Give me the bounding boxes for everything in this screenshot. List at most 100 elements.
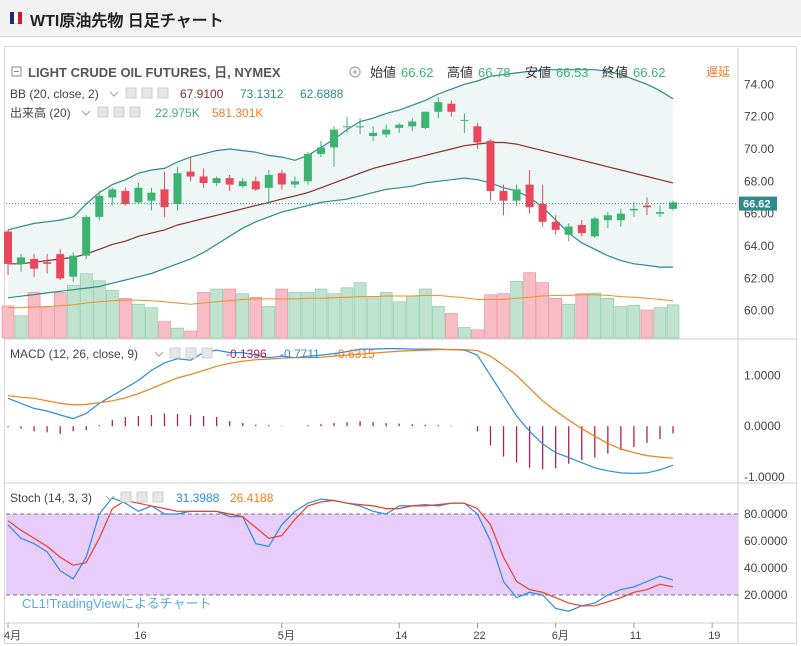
volume-bar (405, 295, 419, 339)
eye-icon[interactable] (125, 87, 137, 99)
stoch-name: Stoch (14, 3, 3) (10, 491, 92, 505)
candle-body (603, 215, 612, 221)
volume-bar (445, 313, 458, 339)
volume-bar (1, 305, 15, 339)
macd-hist-value: -0.1396 (226, 347, 267, 361)
volume-bar (458, 327, 471, 339)
volume-bar (549, 297, 563, 339)
candle-body (186, 171, 195, 177)
close-icon[interactable] (152, 491, 164, 503)
macd-axis-tick: 0.0000 (744, 419, 781, 433)
volume-bar (523, 272, 536, 339)
price-axis-tick: 74.00 (744, 77, 774, 91)
volume-bar (314, 288, 328, 339)
gear-icon[interactable] (141, 87, 153, 99)
volume-bar (119, 297, 132, 339)
candle-body (330, 129, 338, 148)
bb-upper-value: 73.1312 (240, 87, 284, 101)
volume-ma-value: 581.301K (212, 106, 263, 120)
candle-body (656, 212, 664, 214)
x-axis-tick: 16 (134, 630, 146, 642)
chevron-down-icon[interactable] (81, 110, 91, 116)
volume-bar (588, 292, 602, 339)
eye-icon[interactable] (169, 347, 181, 359)
volume-bar (262, 306, 276, 339)
candle-body (669, 202, 677, 209)
price-axis-tick: 70.00 (744, 142, 774, 156)
volume-bar (132, 303, 145, 339)
macd-legend: MACD (12, 26, close, 9) -0.1396 -0.7711 … (10, 347, 375, 361)
volume-bar (158, 321, 171, 339)
close-icon[interactable] (201, 347, 213, 359)
volume-bar (14, 315, 28, 339)
volume-bar (40, 307, 54, 339)
volume-bar (431, 306, 445, 339)
x-axis-tick: 6月 (552, 630, 569, 642)
stoch-legend: Stoch (14, 3, 3) 31.3988 26.4188 (10, 491, 274, 505)
x-axis-tick: 11 (630, 630, 641, 642)
chevron-down-icon[interactable] (109, 91, 119, 97)
candle-body (173, 173, 182, 204)
volume-bar (471, 329, 484, 339)
volume-bar (484, 294, 497, 339)
volume-bar (197, 292, 210, 339)
volume-ma-line (8, 294, 674, 309)
stoch-d-line (7, 499, 674, 607)
candle-body (134, 187, 143, 203)
candle-body (577, 225, 586, 234)
high-value: 66.78 (478, 65, 511, 80)
open-label: 始値 (370, 65, 396, 80)
candle-body (212, 178, 221, 183)
eye-icon[interactable] (349, 66, 361, 78)
volume-bar (666, 304, 680, 339)
candle-body (551, 221, 560, 230)
candle-body (160, 189, 169, 208)
macd-signal-line (7, 349, 674, 459)
volume-bar (379, 292, 393, 339)
candle-body (95, 195, 104, 217)
macd-line-value: -0.7711 (280, 347, 320, 361)
volume-bar (53, 292, 67, 339)
open-value: 66.62 (401, 65, 434, 80)
volume-bar (536, 282, 549, 339)
bb-name: BB (20, close, 2) (10, 87, 99, 101)
volume-bar (301, 292, 315, 339)
candle-body (590, 218, 599, 237)
candle-body (238, 181, 247, 187)
eye-icon[interactable] (120, 491, 132, 503)
collapse-icon[interactable] (11, 66, 22, 77)
macd-axis-tick: 1.0000 (744, 368, 781, 382)
chevron-down-icon[interactable] (154, 351, 164, 357)
close-icon[interactable] (157, 87, 169, 99)
stoch-axis-tick: 80.0000 (744, 507, 788, 521)
x-axis-tick: 22 (473, 630, 485, 642)
bb-basis-value: 67.9100 (180, 87, 224, 101)
gear-icon[interactable] (136, 491, 148, 503)
x-axis-tick: 19 (708, 630, 720, 642)
volume-bar (627, 304, 641, 339)
gear-icon[interactable] (185, 347, 197, 359)
candle-body (643, 205, 651, 208)
candle-body (317, 147, 325, 154)
gear-icon[interactable] (113, 106, 125, 118)
bb-lower-value: 62.6888 (300, 87, 344, 101)
volume-bar (236, 293, 249, 339)
chart-frame (4, 46, 797, 644)
candle-body (17, 257, 25, 264)
watermark: CL1!TradingViewによるチャート (22, 596, 211, 611)
eye-icon[interactable] (97, 106, 109, 118)
volume-bar (366, 296, 380, 339)
price-axis-tick: 68.00 (744, 174, 774, 188)
candle-body (460, 119, 469, 121)
last-price-badge (739, 196, 777, 211)
low-label: 安値 (525, 65, 551, 80)
x-axis-tick: 14 (395, 630, 407, 642)
close-icon[interactable] (129, 106, 141, 118)
candle-body (616, 213, 625, 221)
volume-bar (249, 296, 263, 339)
delayed-badge: 遅延 (706, 65, 730, 79)
chevron-down-icon[interactable] (105, 495, 115, 501)
candle-body (225, 178, 234, 185)
page-title: WTI原油先物 日足チャート (30, 13, 224, 30)
